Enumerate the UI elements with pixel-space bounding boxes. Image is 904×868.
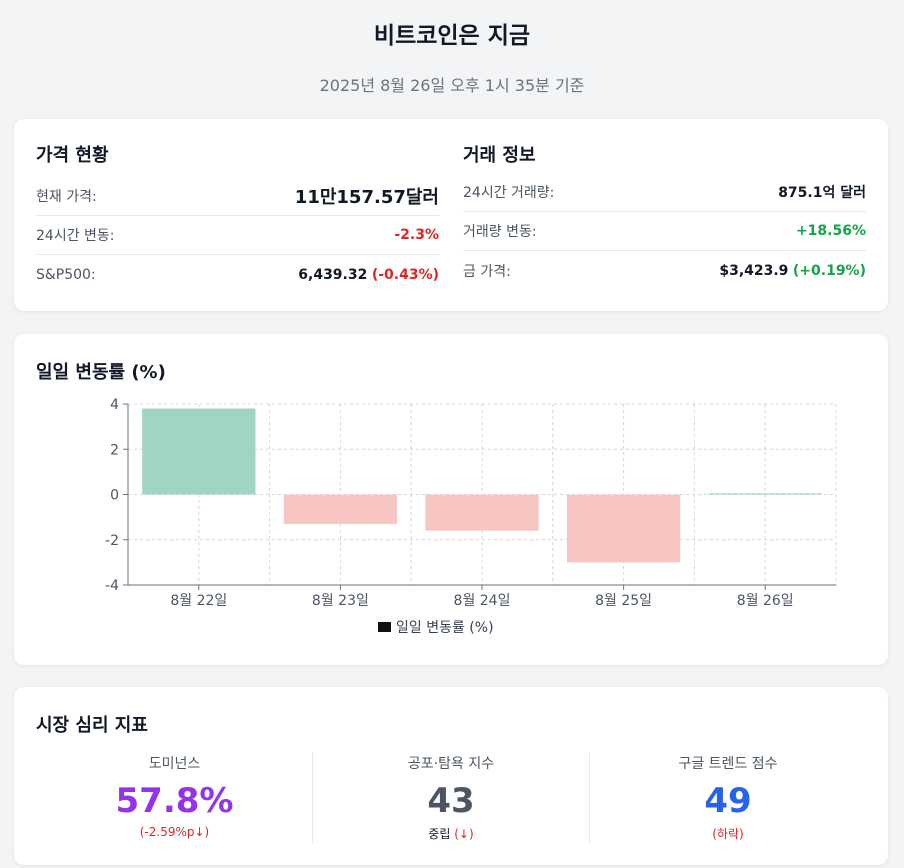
page-title: 비트코인은 지금: [373, 23, 531, 49]
trade-info-title: 거래 정보: [463, 145, 536, 166]
bar-2: [283, 494, 398, 524]
sp500-value-group: 6,439.32 (-0.43%): [298, 267, 439, 283]
legend-swatch: [378, 622, 391, 632]
daily-change-chart-card: 일일 변동률 (%) 4 2 0 -2 -4 8월 22일 8월 23일 8월 24일 8월 2…: [14, 334, 888, 665]
sentiment-title: 시장 심리 지표: [36, 715, 148, 736]
sp500-value: 6,439.32: [298, 266, 368, 283]
gold-price-value: $3,423.9: [719, 262, 789, 279]
google-trends-change: (하락): [712, 827, 744, 841]
x-tick-label: 8월 23일: [312, 593, 369, 609]
y-tick-label: -2: [105, 533, 119, 549]
bar-1: [142, 408, 256, 495]
y-tick-label: 4: [110, 397, 119, 413]
gold-price-change: (+0.19%): [792, 262, 866, 279]
chart-title: 일일 변동률 (%): [36, 362, 166, 383]
price-info-card: 가격 현황 현재 가격: 11만157.57달러 24시간 변동: -2.3% …: [14, 119, 888, 311]
volume-change-row: 거래량 변동: +18.56%: [463, 212, 866, 251]
fear-greed-value: 43: [427, 781, 475, 821]
fear-greed-indicator: 공포·탐욕 지수 43 중립 (↓): [312, 753, 589, 843]
gold-price-label: 금 가격:: [463, 263, 511, 280]
x-tick-label: 8월 24일: [454, 593, 511, 609]
dominance-value: 57.8%: [115, 781, 234, 821]
current-price-row: 현재 가격: 11만157.57달러: [36, 177, 439, 216]
volume-change-value: +18.56%: [795, 223, 866, 239]
fear-greed-status: 중립: [428, 827, 451, 841]
x-tick-label: 8월 26일: [737, 593, 794, 609]
gold-price-row: 금 가격: $3,423.9 (+0.19%): [463, 251, 866, 290]
current-price-value: 11만157.57달러: [294, 187, 439, 208]
google-trends-indicator: 구글 트렌드 점수 49 (하락): [589, 753, 866, 843]
google-trends-label: 구글 트렌드 점수: [678, 756, 778, 772]
price-status-title: 가격 현황: [36, 145, 109, 166]
y-tick-label: 2: [110, 442, 119, 458]
volume-24h-row: 24시간 거래량: 875.1억 달러: [463, 173, 866, 212]
gold-price-value-group: $3,423.9 (+0.19%): [719, 263, 866, 279]
daily-change-chart: 4 2 0 -2 -4 8월 22일 8월 23일 8월 24일 8월 25일 8월 26일일일 …: [105, 397, 837, 636]
x-tick-label: 8월 22일: [170, 593, 227, 609]
y-tick-label: 0: [110, 488, 119, 504]
x-tick-label: 8월 25일: [595, 593, 652, 609]
current-price-label: 현재 가격:: [36, 189, 97, 205]
trade-info-section: 거래 정보 24시간 거래량: 875.1억 달러 거래량 변동: +18.56…: [463, 143, 866, 290]
volume-change-label: 거래량 변동:: [463, 224, 537, 240]
dominance-change: (-2.59%p↓): [139, 825, 210, 839]
dominance-indicator: 도미넌스 57.8% (-2.59%p↓): [36, 753, 313, 843]
volume-24h-label: 24시간 거래량:: [463, 185, 555, 201]
change-24h-label: 24시간 변동:: [36, 228, 115, 244]
bar-3: [425, 494, 539, 531]
fear-greed-change: (↓): [454, 827, 474, 841]
fear-greed-note: 중립 (↓): [313, 825, 589, 842]
bar-4: [566, 494, 681, 563]
change-24h-value: -2.3%: [394, 227, 439, 243]
sp500-change: (-0.43%): [371, 266, 439, 283]
volume-24h-value: 875.1억 달러: [778, 185, 866, 201]
page-subtitle: 2025년 8월 26일 오후 1시 35분 기준: [319, 76, 585, 95]
fear-greed-label: 공포·탐욕 지수: [407, 756, 495, 772]
sp500-label: S&P500:: [36, 266, 96, 283]
legend-label: 일일 변동률 (%): [396, 620, 494, 636]
sp500-row: S&P500: 6,439.32 (-0.43%): [36, 255, 439, 294]
y-tick-label: -4: [105, 578, 119, 594]
price-status-section: 가격 현황 현재 가격: 11만157.57달러 24시간 변동: -2.3% …: [36, 143, 439, 294]
change-24h-row: 24시간 변동: -2.3%: [36, 216, 439, 255]
market-sentiment-card: 시장 심리 지표 도미넌스 57.8% (-2.59%p↓) 공포·탐욕 지수 …: [14, 687, 888, 865]
dominance-label: 도미넌스: [148, 756, 201, 772]
google-trends-value: 49: [704, 781, 752, 821]
bar-5: [708, 493, 822, 495]
